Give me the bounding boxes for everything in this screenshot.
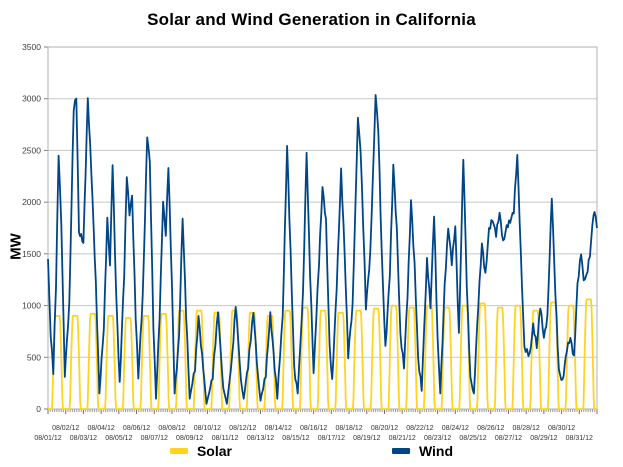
- x-date-label-row1: 08/10/12: [194, 425, 221, 432]
- x-date-label-row2: 08/31/12: [566, 435, 593, 442]
- x-date-label-row1: 08/20/12: [371, 425, 398, 432]
- y-tick-label: 0: [36, 404, 41, 414]
- solar-line: [47, 298, 598, 410]
- legend: Solar Wind: [0, 444, 623, 458]
- x-date-label-row2: 08/03/12: [70, 435, 97, 442]
- x-date-label-row2: 08/09/12: [176, 435, 203, 442]
- x-date-label-row2: 08/25/12: [459, 435, 486, 442]
- legend-item-wind: Wind: [391, 443, 454, 459]
- wind-line: [47, 94, 598, 405]
- x-date-label-row1: 08/02/12: [52, 425, 79, 432]
- legend-label-wind: Wind: [418, 443, 454, 459]
- y-tick-label: 2000: [22, 197, 41, 207]
- x-date-label-row2: 08/15/12: [282, 435, 309, 442]
- x-date-label-row1: 08/06/12: [123, 425, 150, 432]
- x-date-label-row2: 08/07/12: [141, 435, 168, 442]
- x-date-label-row2: 08/05/12: [105, 435, 132, 442]
- x-date-label-row1: 08/26/12: [477, 425, 504, 432]
- x-date-label-row1: 08/08/12: [158, 425, 185, 432]
- x-date-label-row1: 08/22/12: [406, 425, 433, 432]
- x-date-label-row2: 08/23/12: [424, 435, 451, 442]
- x-date-label-row2: 08/11/12: [212, 435, 239, 442]
- x-date-label-row2: 08/29/12: [530, 435, 557, 442]
- x-date-label-row2: 08/01/12: [34, 435, 61, 442]
- x-date-label-row1: 08/24/12: [442, 425, 469, 432]
- y-tick-label: 1500: [22, 249, 41, 259]
- x-date-label-row2: 08/27/12: [495, 435, 522, 442]
- x-date-label-row1: 08/14/12: [265, 425, 292, 432]
- y-tick-label: 3500: [22, 42, 41, 52]
- x-date-label-row1: 08/18/12: [335, 425, 362, 432]
- x-date-label-row1: 08/12/12: [229, 425, 256, 432]
- y-tick-label: 1000: [22, 301, 41, 311]
- y-tick-label: 3000: [22, 94, 41, 104]
- solar-series-swatch: [169, 448, 188, 454]
- x-date-label-row2: 08/19/12: [353, 435, 380, 442]
- x-date-label-row1: 08/28/12: [513, 425, 540, 432]
- chart-title: Solar and Wind Generation in California: [147, 10, 476, 29]
- y-tick-label: 2500: [22, 145, 41, 155]
- x-date-label-row1: 08/30/12: [548, 425, 575, 432]
- y-tick-label: 500: [27, 352, 41, 362]
- x-date-label-row2: 08/21/12: [389, 435, 416, 442]
- x-date-label-row1: 08/16/12: [300, 425, 327, 432]
- x-date-label-row1: 08/04/12: [88, 425, 115, 432]
- wind-series-swatch: [391, 448, 410, 454]
- legend-label-solar: Solar: [196, 443, 232, 459]
- x-date-label-row2: 08/17/12: [318, 435, 345, 442]
- x-date-label-row2: 08/13/12: [247, 435, 274, 442]
- legend-item-solar: Solar: [169, 443, 232, 459]
